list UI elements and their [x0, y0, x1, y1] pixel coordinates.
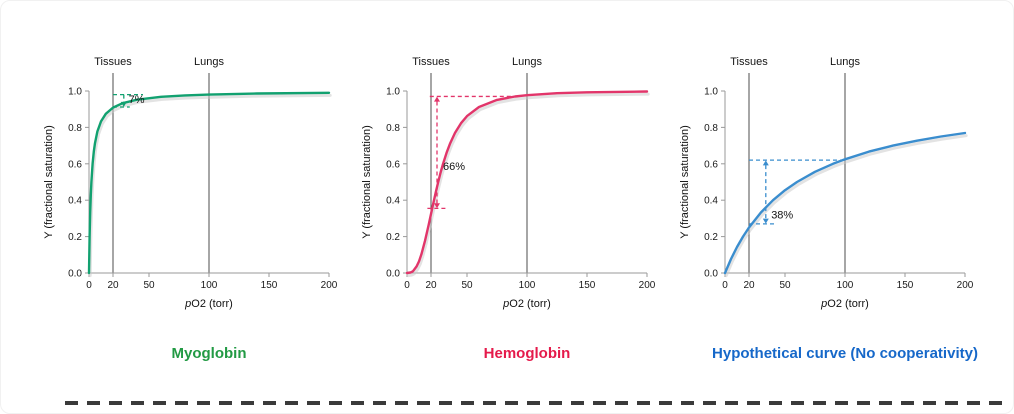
hypothetical-curve-plot: Tissues Lungs 0 20 50 100 150 200 0.0 0.2 0.4 0.6 0.… [679, 56, 974, 310]
chart-caption-myoglobin: Myoglobin [171, 345, 247, 362]
curve-shadow [406, 92, 650, 278]
y-tick-label: 0.2 [386, 232, 400, 243]
x-tick-label: 150 [897, 280, 914, 291]
x-tick-label: 50 [143, 280, 155, 291]
x-tick-label: 0 [86, 280, 92, 291]
chart-block-hypothetical: Tissues Lungs 0 20 50 100 150 200 0.0 0.2 0.4 0.6 0.… [675, 51, 978, 362]
x-tick-label: 200 [321, 280, 338, 291]
chart-block-myoglobin: Tissues Lungs 0 20 50 100 150 200 0.0 0.2 0.4 0.6 0.… [39, 51, 339, 362]
annotation-arrowhead-down [762, 218, 769, 224]
y-tick-label: 0.4 [386, 196, 400, 207]
x-tick-label: 150 [261, 280, 278, 291]
y-tick-label: 0.8 [386, 123, 400, 134]
x-tick-label: 50 [461, 280, 473, 291]
y-axis-label: Y (fractional saturation) [679, 125, 691, 239]
annotation-arrowhead-down [120, 101, 127, 107]
chart-block-hemoglobin: Tissues Lungs 0 20 50 100 150 200 0.0 0.2 0.4 0.6 0.… [357, 51, 657, 362]
annotation-arrowhead-up [434, 96, 440, 102]
y-tick-label: 1.0 [68, 87, 82, 98]
reference-line-label: Lungs [194, 56, 224, 68]
hemoglobin-saturation-plot: Tissues Lungs 0 20 50 100 150 200 0.0 0.2 0.4 0.6 0.… [361, 56, 656, 310]
reference-line-label: Tissues [412, 56, 450, 68]
y-axis-label: Y (fractional saturation) [361, 125, 373, 239]
annotation-percent-label: 66% [443, 161, 465, 173]
y-tick-label: 0.4 [704, 196, 718, 207]
reference-line-label: Tissues [730, 56, 768, 68]
x-axis-label: pO2 (torr) [502, 298, 551, 310]
x-tick-label: 0 [722, 280, 728, 291]
saturation-curve [405, 90, 649, 275]
y-tick-label: 0.6 [68, 159, 82, 170]
saturation-curve [87, 91, 331, 275]
annotation-arrowhead-down [434, 203, 440, 209]
x-tick-label: 50 [779, 280, 791, 291]
y-tick-label: 1.0 [704, 87, 718, 98]
curve-shadow [88, 93, 332, 278]
chart-caption-hemoglobin: Hemoglobin [483, 345, 571, 362]
reference-line-label: Lungs [512, 56, 542, 68]
curve-shadow [724, 134, 968, 278]
charts-row: Tissues Lungs 0 20 50 100 150 200 0.0 0.2 0.4 0.6 0.… [1, 1, 1013, 362]
y-tick-label: 0.6 [704, 159, 718, 170]
y-axis-label: Y (fractional saturation) [43, 125, 55, 239]
y-tick-label: 0.0 [704, 269, 718, 280]
x-tick-label: 0 [404, 280, 410, 291]
annotation-percent-label: 38% [771, 209, 793, 221]
x-tick-label: 150 [579, 280, 596, 291]
x-tick-label: 100 [837, 280, 854, 291]
reference-line-label: Lungs [830, 56, 860, 68]
y-tick-label: 0.8 [68, 123, 82, 134]
x-tick-label: 100 [201, 280, 218, 291]
y-tick-label: 0.2 [704, 232, 718, 243]
x-tick-label: 20 [743, 280, 755, 291]
y-tick-label: 0.0 [386, 269, 400, 280]
annotation-arrowhead-up [762, 160, 769, 166]
torn-edge-divider [65, 401, 1009, 405]
x-tick-label: 200 [639, 280, 656, 291]
y-tick-label: 0.4 [68, 196, 82, 207]
y-tick-label: 0.6 [386, 159, 400, 170]
y-tick-label: 0.0 [68, 269, 82, 280]
x-tick-label: 100 [519, 280, 536, 291]
x-tick-label: 20 [107, 280, 119, 291]
x-axis-label: pO2 (torr) [820, 298, 869, 310]
saturation-curve [723, 131, 967, 275]
x-tick-label: 20 [425, 280, 437, 291]
myoglobin-saturation-plot: Tissues Lungs 0 20 50 100 150 200 0.0 0.2 0.4 0.6 0.… [43, 56, 338, 310]
y-tick-label: 0.8 [704, 123, 718, 134]
y-tick-label: 0.2 [68, 232, 82, 243]
annotation-percent-label: 7% [129, 94, 145, 106]
reference-line-label: Tissues [94, 56, 132, 68]
chart-caption-hypothetical: Hypothetical curve (No cooperativity) [712, 345, 978, 362]
x-axis-label: pO2 (torr) [184, 298, 233, 310]
y-tick-label: 1.0 [386, 87, 400, 98]
x-tick-label: 200 [957, 280, 974, 291]
